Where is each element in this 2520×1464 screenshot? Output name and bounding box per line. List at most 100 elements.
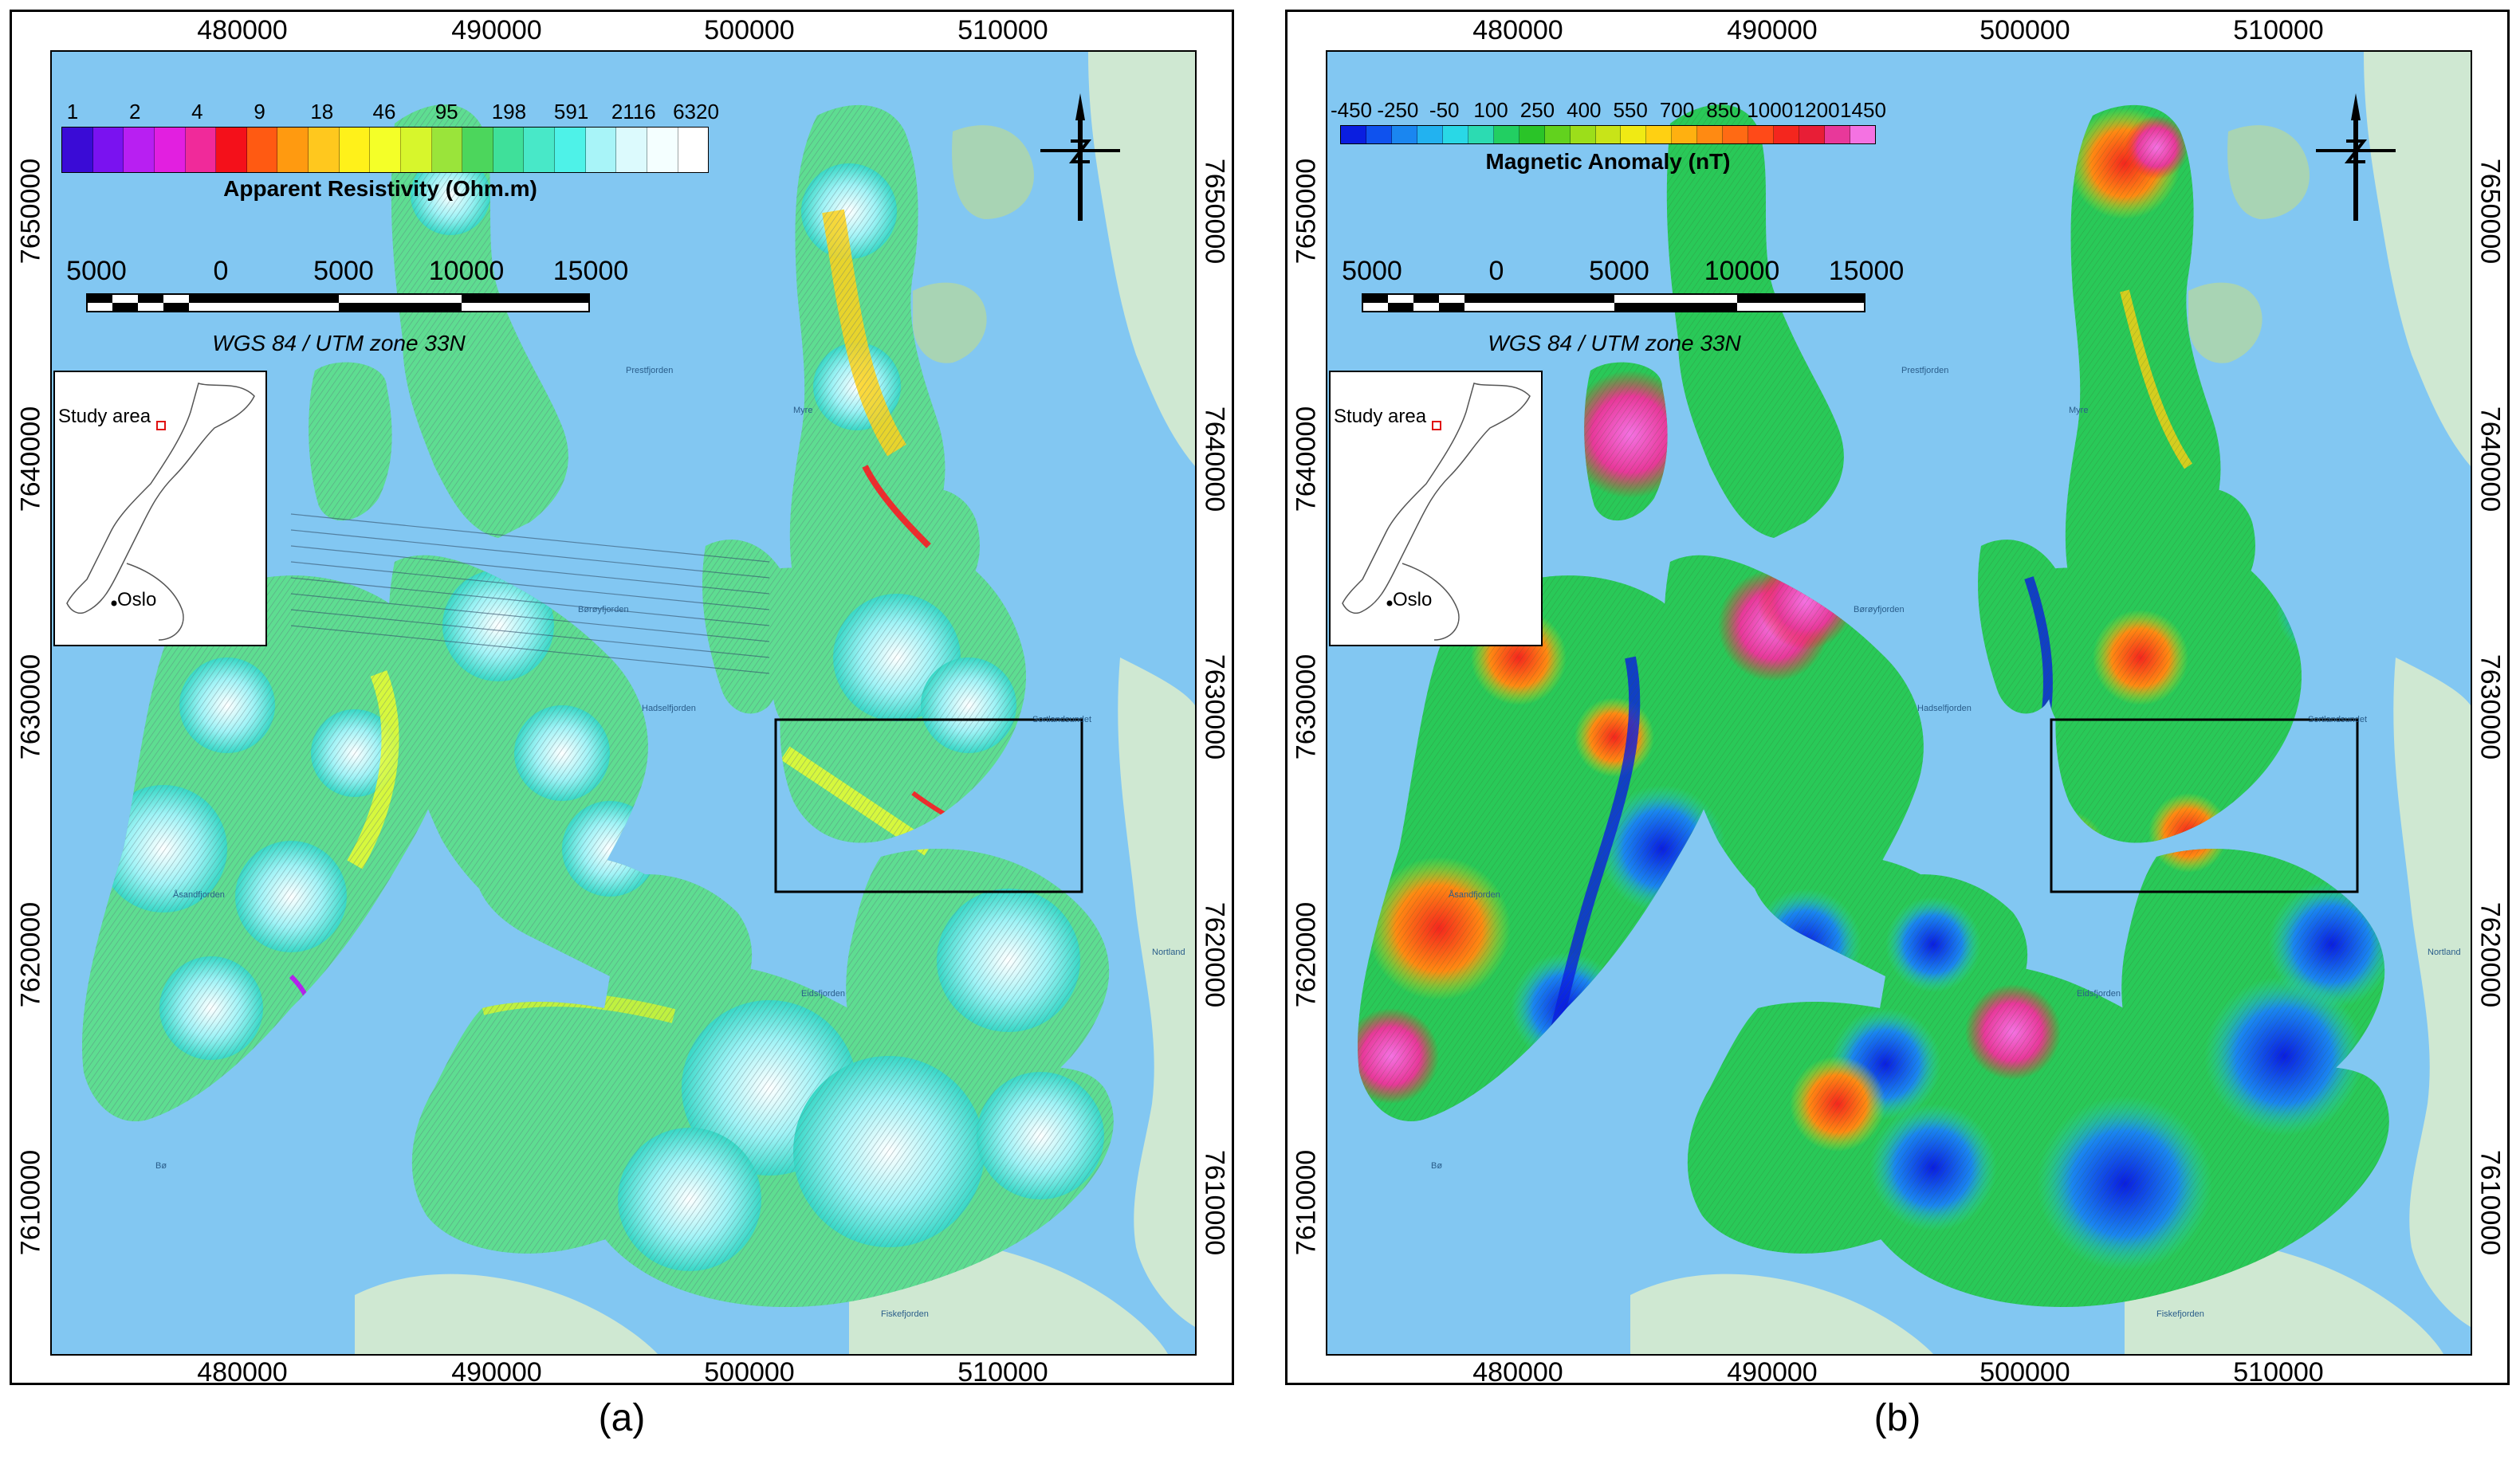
place-label: Fiskefjorden	[881, 1309, 929, 1319]
scale-label-15000: 15000	[1828, 256, 1905, 286]
legend-tick-label: 250	[1519, 98, 1555, 122]
study-area-label: Study area	[58, 406, 151, 427]
y-tick-left: 7610000	[15, 1149, 46, 1256]
crs-label: WGS 84 / UTM zone 33N	[1488, 331, 1741, 355]
legend-tick-label: 591	[553, 100, 589, 124]
scale-bar-graphic	[1362, 293, 1865, 312]
y-tick-right: 7650000	[1199, 158, 1230, 265]
x-tick-bottom: 500000	[1979, 1357, 2070, 1387]
colorbar-cell	[124, 128, 155, 172]
legend-tick-label: 9	[254, 100, 265, 124]
colorbar-cell	[400, 128, 432, 172]
legend-tick-label: 1200	[1793, 98, 1840, 122]
x-tick-bottom: 480000	[1472, 1357, 1563, 1387]
y-tick-right: 7630000	[2475, 654, 2506, 760]
place-label: Myre	[793, 406, 813, 415]
x-tick-top: 500000	[1979, 15, 2070, 45]
x-tick-bottom: 510000	[2233, 1357, 2324, 1387]
basemap-land	[355, 52, 1195, 1354]
place-label: Nortland	[2428, 948, 2461, 957]
place-label: Myre	[2069, 406, 2089, 415]
resistivity-map: 1 2 4 9 18 46 95 198 591 2116 6320 Apparent Resist…	[50, 50, 1197, 1356]
x-tick-bottom: 490000	[451, 1357, 542, 1387]
oslo-label: Oslo	[1393, 589, 1433, 610]
place-label: Nortland	[1152, 948, 1185, 957]
legend-tick-label: 100	[1473, 98, 1508, 122]
legend-tick-label: 6320	[673, 100, 719, 124]
y-tick-right: 7620000	[2475, 901, 2506, 1008]
x-tick-top: 510000	[957, 15, 1048, 45]
legend-tick-label: 2116	[611, 100, 656, 124]
colorbar-cell	[370, 128, 401, 172]
colorbar-cell	[462, 128, 493, 172]
place-label: Prestfjorden	[626, 366, 674, 375]
crs-label: WGS 84 / UTM zone 33N	[212, 331, 466, 355]
panel-magnetic: -450 -250 -50 100 250 400 550 700 850 1000 1200 145…	[1285, 10, 2510, 1387]
legend-tick-label: 400	[1567, 98, 1602, 122]
place-label: Eidsfjorden	[2077, 989, 2121, 999]
y-tick-left: 7610000	[1291, 1149, 1322, 1256]
legend-tick-label: 18	[310, 100, 334, 124]
scale-bar: 5000 0 5000 10000 15000 WGS 84 / UTM zon…	[52, 243, 629, 355]
place-label: Bø	[1431, 1161, 1443, 1171]
x-tick-top: 500000	[704, 15, 795, 45]
colorbar-cell	[1621, 126, 1647, 143]
colorbar-cell	[1646, 126, 1673, 143]
x-tick-bottom: 500000	[704, 1357, 795, 1387]
colorbar-cell	[1341, 126, 1366, 143]
y-tick-left: 7650000	[1291, 158, 1322, 265]
colorbar-cell	[678, 128, 709, 172]
y-tick-left: 7640000	[1291, 406, 1322, 512]
x-tick-top: 490000	[451, 15, 542, 45]
y-tick-right: 7610000	[1199, 1149, 1230, 1256]
panel-resistivity: 1 2 4 9 18 46 95 198 591 2116 6320 Apparent Resist…	[10, 10, 1234, 1387]
y-tick-right: 7640000	[1199, 406, 1230, 512]
place-label: Hadselfjorden	[1917, 704, 1972, 713]
scale-label-5000-left: 5000	[1342, 256, 1402, 286]
legend-tick-label: 550	[1613, 98, 1648, 122]
inset-map: Study area Oslo	[53, 371, 267, 646]
colorbar-cell	[616, 128, 647, 172]
colorbar-cell	[1774, 126, 1800, 143]
y-tick-left: 7620000	[1291, 901, 1322, 1008]
detail-rectangle	[2050, 718, 2359, 893]
place-label: Hadselfjorden	[642, 704, 696, 713]
scale-label-15000: 15000	[552, 256, 629, 286]
colorbar-cell	[1697, 126, 1724, 143]
detail-rectangle	[774, 718, 1083, 893]
study-area-label: Study area	[1334, 406, 1427, 427]
colorbar-cell	[1417, 126, 1443, 143]
y-tick-right: 7620000	[1199, 901, 1230, 1008]
colorbar-cell	[431, 128, 463, 172]
scale-label-10000: 10000	[1704, 256, 1780, 286]
legend-tick-label: 850	[1706, 98, 1741, 122]
colorbar-cell	[1570, 126, 1596, 143]
colorbar-cell	[154, 128, 186, 172]
magnetic-legend-title: Magnetic Anomaly (nT)	[1485, 149, 1731, 174]
scale-bar: 5000 0 5000 10000 15000 WGS 84 / UTM zon…	[1327, 243, 1904, 355]
legend-tick-label: 1450	[1840, 98, 1886, 122]
legend-tick-label: 2	[128, 100, 141, 124]
scale-label-10000: 10000	[428, 256, 505, 286]
scale-label-5000: 5000	[313, 256, 374, 286]
place-label: Sortlandsundet	[2308, 715, 2367, 724]
flight-lines	[290, 513, 770, 674]
x-tick-top: 490000	[1727, 15, 1818, 45]
y-tick-left: 7650000	[15, 158, 46, 265]
magnetic-map: -450 -250 -50 100 250 400 550 700 850 1000 1200 145…	[1326, 50, 2472, 1356]
panel-caption-a: (a)	[598, 1397, 646, 1439]
place-label: Prestfjorden	[1901, 366, 1949, 375]
colorbar-cell	[555, 128, 586, 172]
x-tick-top: 480000	[1472, 15, 1563, 45]
scale-label-5000-left: 5000	[66, 256, 127, 286]
colorbar-cell	[1468, 126, 1494, 143]
north-arrow-icon	[2316, 93, 2396, 221]
colorbar-cell	[1850, 126, 1876, 143]
legend-tick-label: 700	[1659, 98, 1695, 122]
x-tick-top: 480000	[197, 15, 288, 45]
colorbar-cell	[524, 128, 555, 172]
colorbar-cell	[92, 128, 124, 172]
place-label: Børøyfjorden	[578, 605, 629, 614]
x-tick-bottom: 490000	[1727, 1357, 1818, 1387]
scale-label-0: 0	[1488, 256, 1504, 286]
